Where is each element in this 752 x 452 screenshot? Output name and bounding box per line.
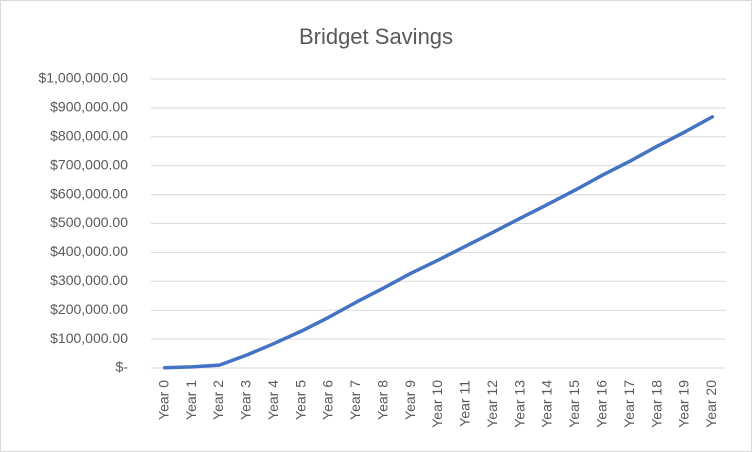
- x-tick-label: Year 0: [155, 380, 171, 420]
- y-tick-label: $400,000.00: [50, 243, 128, 259]
- y-tick-label: $200,000.00: [50, 301, 128, 317]
- y-tick-label: $1,000,000.00: [38, 70, 128, 86]
- x-tick-label: Year 20: [703, 380, 719, 428]
- x-tick-label: Year 9: [402, 380, 418, 420]
- x-tick-label: Year 10: [429, 380, 445, 428]
- x-tick-label: Year 14: [539, 380, 555, 428]
- y-tick-label: $900,000.00: [50, 99, 128, 115]
- x-tick-label: Year 13: [511, 380, 527, 428]
- x-tick-label: Year 7: [347, 380, 363, 420]
- x-tick-label: Year 19: [676, 380, 692, 428]
- x-tick-label: Year 1: [183, 380, 199, 420]
- data-line: [162, 115, 715, 370]
- x-tick-label: Year 16: [593, 380, 609, 428]
- y-tick-label: $100,000.00: [50, 330, 128, 346]
- x-tick-label: Year 8: [374, 380, 390, 420]
- x-tick-label: Year 17: [621, 380, 637, 428]
- chart-title: Bridget Savings: [299, 24, 453, 49]
- x-tick-label: Year 2: [210, 380, 226, 420]
- x-tick-label: Year 6: [320, 380, 336, 420]
- y-tick-label: $-: [116, 359, 129, 375]
- x-tick-label: Year 4: [265, 380, 281, 420]
- y-tick-label: $300,000.00: [50, 272, 128, 288]
- x-tick-label: Year 15: [566, 380, 582, 428]
- x-tick-label: Year 18: [648, 380, 664, 428]
- y-tick-label: $500,000.00: [50, 214, 128, 230]
- y-tick-label: $700,000.00: [50, 156, 128, 172]
- x-tick-label: Year 3: [238, 380, 254, 420]
- y-tick-label: $600,000.00: [50, 185, 128, 201]
- x-tick-label: Year 12: [484, 380, 500, 428]
- y-tick-label: $800,000.00: [50, 128, 128, 144]
- x-tick-label: Year 11: [457, 380, 473, 427]
- x-tick-label: Year 5: [292, 380, 308, 420]
